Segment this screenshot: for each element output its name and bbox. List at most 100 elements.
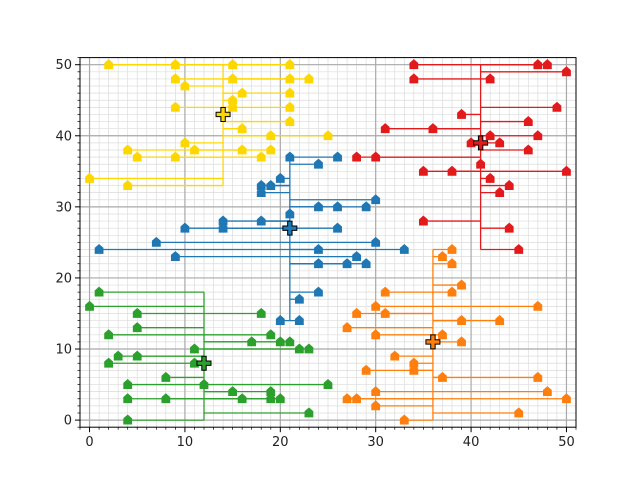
x-tick-label: 0 bbox=[85, 435, 93, 450]
house-marker bbox=[514, 407, 524, 418]
house-marker bbox=[199, 379, 209, 389]
house-marker bbox=[275, 336, 285, 347]
house-marker bbox=[371, 329, 381, 340]
house-marker bbox=[228, 73, 238, 84]
house-marker bbox=[132, 307, 142, 318]
house-marker bbox=[438, 371, 447, 382]
house-marker bbox=[304, 73, 314, 84]
house-marker bbox=[447, 165, 457, 176]
house-marker bbox=[247, 336, 257, 347]
house-marker bbox=[256, 215, 266, 226]
house-marker bbox=[266, 180, 276, 190]
house-marker bbox=[275, 172, 285, 183]
x-tick-label: 10 bbox=[177, 435, 194, 450]
house-marker bbox=[333, 151, 342, 162]
house-marker bbox=[285, 59, 295, 70]
house-marker bbox=[170, 73, 180, 84]
house-marker bbox=[457, 336, 466, 347]
house-marker bbox=[342, 258, 352, 269]
hub-cross-marker bbox=[215, 106, 231, 122]
house-marker bbox=[457, 108, 466, 119]
house-marker bbox=[285, 73, 295, 84]
house-marker bbox=[314, 258, 323, 269]
house-marker bbox=[228, 101, 238, 112]
house-marker bbox=[94, 243, 104, 254]
house-marker bbox=[85, 172, 94, 183]
house-marker bbox=[495, 315, 505, 325]
house-marker bbox=[485, 130, 495, 141]
house-marker bbox=[418, 215, 428, 226]
house-marker bbox=[333, 201, 342, 212]
axis-ticks: 00 10 10 20 20 30 30 40 40 50 50 bbox=[55, 57, 577, 450]
house-marker bbox=[399, 243, 409, 254]
house-marker bbox=[314, 201, 323, 212]
house-marker bbox=[123, 393, 133, 404]
house-marker bbox=[266, 329, 276, 340]
house-marker bbox=[428, 123, 438, 134]
house-marker bbox=[256, 307, 266, 318]
house-marker bbox=[523, 144, 533, 155]
house-marker bbox=[371, 151, 381, 162]
house-marker bbox=[275, 393, 285, 404]
house-marker bbox=[476, 158, 486, 169]
house-marker bbox=[151, 236, 161, 247]
house-marker bbox=[457, 279, 466, 290]
house-marker bbox=[380, 123, 390, 134]
hub-cross-marker bbox=[282, 220, 298, 236]
y-tick-label: 40 bbox=[55, 129, 72, 144]
house-marker bbox=[161, 393, 171, 404]
house-marker bbox=[132, 350, 142, 361]
house-marker bbox=[409, 59, 419, 70]
house-marker bbox=[256, 187, 266, 198]
house-marker bbox=[352, 307, 362, 318]
house-marker bbox=[352, 251, 362, 262]
house-marker bbox=[104, 329, 114, 340]
house-marker bbox=[256, 151, 266, 162]
house-marker bbox=[371, 386, 381, 397]
house-marker bbox=[123, 379, 133, 389]
house-marker bbox=[285, 208, 295, 219]
house-marker bbox=[104, 357, 114, 368]
house-marker bbox=[447, 243, 457, 254]
house-marker bbox=[399, 414, 409, 425]
x-tick-label: 40 bbox=[463, 435, 480, 450]
house-marker bbox=[314, 243, 323, 254]
house-marker bbox=[237, 87, 247, 98]
house-marker bbox=[562, 393, 571, 404]
house-marker bbox=[371, 194, 381, 205]
house-marker bbox=[390, 350, 400, 361]
house-marker bbox=[333, 222, 342, 233]
house-marker bbox=[409, 73, 419, 84]
house-marker bbox=[285, 116, 295, 126]
house-marker bbox=[304, 407, 314, 418]
house-marker bbox=[237, 393, 247, 404]
house-marker bbox=[371, 400, 381, 411]
house-marker bbox=[285, 101, 295, 112]
house-marker bbox=[228, 386, 238, 397]
house-marker bbox=[190, 343, 199, 354]
house-marker bbox=[438, 329, 447, 340]
data-markers bbox=[85, 59, 571, 425]
house-marker bbox=[371, 300, 381, 311]
house-marker bbox=[314, 158, 323, 169]
house-marker bbox=[447, 286, 457, 297]
house-marker bbox=[294, 315, 304, 325]
house-marker bbox=[190, 144, 199, 155]
hub-cross-marker bbox=[196, 355, 212, 371]
house-marker bbox=[314, 286, 323, 297]
house-marker bbox=[94, 286, 104, 297]
house-marker bbox=[180, 222, 190, 233]
house-marker bbox=[562, 66, 571, 77]
y-tick-label: 0 bbox=[64, 414, 72, 429]
house-marker bbox=[361, 201, 371, 212]
house-marker bbox=[104, 59, 114, 70]
house-marker bbox=[161, 371, 171, 382]
house-marker bbox=[218, 222, 228, 233]
house-marker bbox=[170, 59, 180, 70]
house-marker bbox=[85, 300, 94, 311]
house-marker bbox=[180, 137, 190, 148]
house-marker bbox=[285, 336, 295, 347]
house-marker bbox=[562, 165, 571, 176]
house-marker bbox=[485, 172, 495, 183]
